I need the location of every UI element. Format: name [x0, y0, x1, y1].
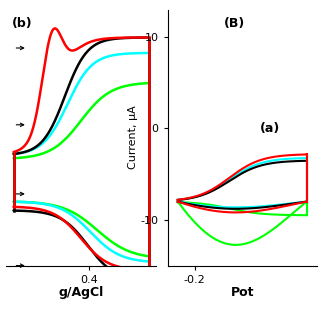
- Text: (b): (b): [12, 17, 33, 30]
- Text: (B): (B): [224, 17, 245, 30]
- Y-axis label: Current, μA: Current, μA: [128, 106, 138, 170]
- X-axis label: Pot: Pot: [230, 286, 254, 299]
- X-axis label: g/AgCl: g/AgCl: [58, 286, 104, 299]
- Text: (a): (a): [260, 123, 280, 135]
